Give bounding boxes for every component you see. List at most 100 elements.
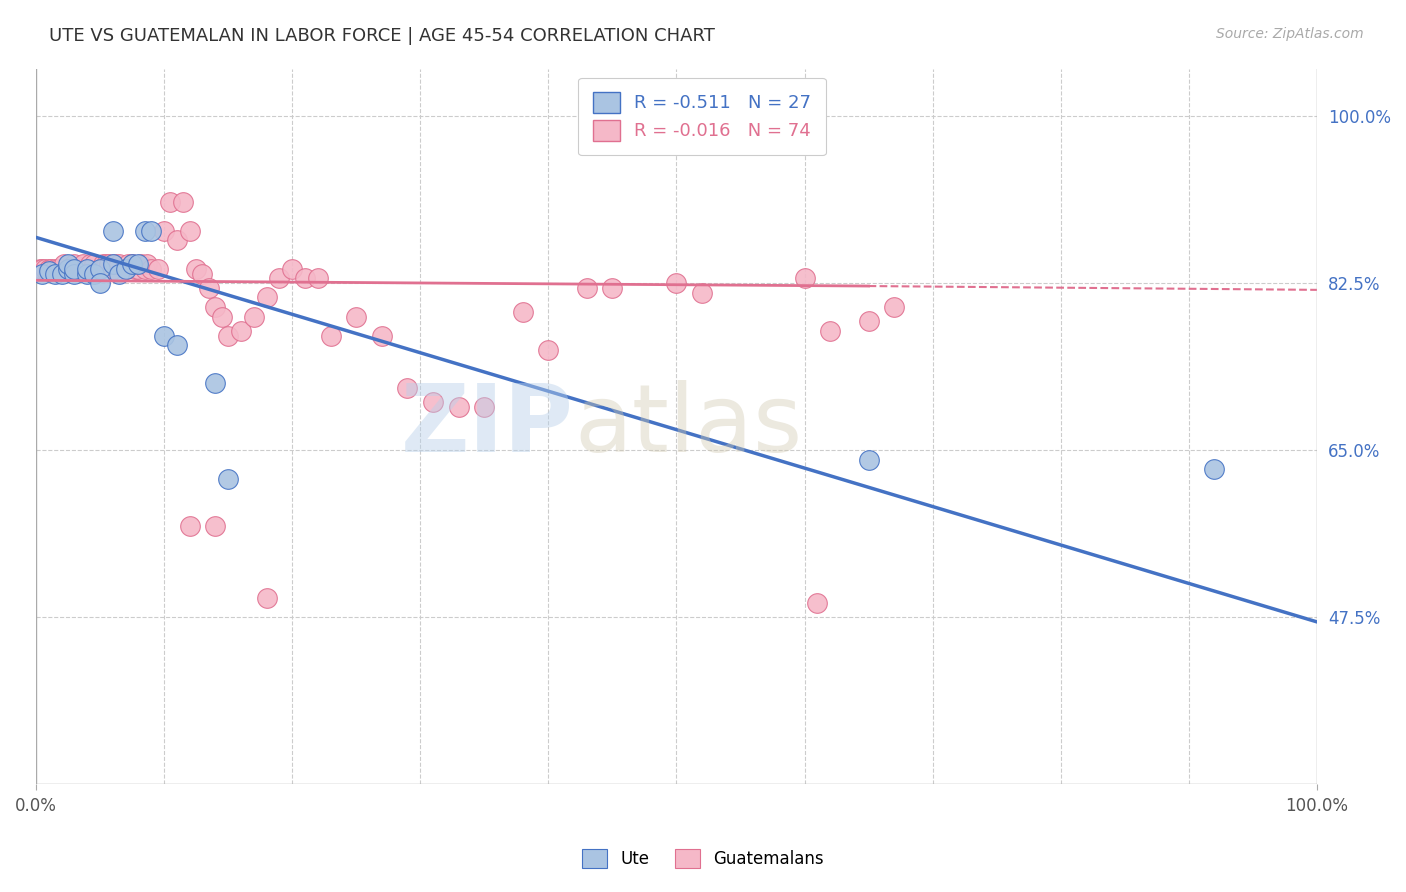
Point xyxy=(53,257,76,271)
Point xyxy=(44,267,66,281)
Point xyxy=(34,261,56,276)
Point xyxy=(294,271,316,285)
Point xyxy=(690,285,713,300)
Point xyxy=(307,271,329,285)
Point xyxy=(211,310,233,324)
Point xyxy=(63,267,86,281)
Point xyxy=(179,519,201,533)
Point xyxy=(447,401,470,415)
Point xyxy=(242,310,264,324)
Point xyxy=(69,261,91,276)
Point xyxy=(28,261,51,276)
Point xyxy=(59,261,82,276)
Point xyxy=(56,261,79,276)
Point xyxy=(172,195,194,210)
Point xyxy=(793,271,815,285)
Point xyxy=(229,324,252,338)
Point xyxy=(166,338,188,352)
Point xyxy=(537,343,560,357)
Point xyxy=(256,591,278,605)
Point xyxy=(179,224,201,238)
Point xyxy=(44,261,66,276)
Legend: Ute, Guatemalans: Ute, Guatemalans xyxy=(575,842,831,875)
Point xyxy=(858,452,880,467)
Point xyxy=(56,257,79,271)
Text: atlas: atlas xyxy=(574,380,803,472)
Point xyxy=(184,261,207,276)
Point xyxy=(31,261,53,276)
Point xyxy=(127,257,149,271)
Point xyxy=(101,257,124,271)
Point xyxy=(89,261,111,276)
Point xyxy=(104,257,127,271)
Point xyxy=(575,281,598,295)
Point xyxy=(198,281,221,295)
Point xyxy=(153,224,176,238)
Point xyxy=(79,257,101,271)
Point xyxy=(51,261,73,276)
Text: Source: ZipAtlas.com: Source: ZipAtlas.com xyxy=(1216,27,1364,41)
Point xyxy=(204,519,226,533)
Point xyxy=(72,257,94,271)
Point xyxy=(818,324,841,338)
Point xyxy=(396,381,419,395)
Point xyxy=(38,261,60,276)
Point xyxy=(121,257,143,271)
Point xyxy=(76,261,98,276)
Point xyxy=(96,257,118,271)
Text: ZIP: ZIP xyxy=(401,380,574,472)
Point xyxy=(63,257,86,271)
Point xyxy=(883,300,905,314)
Point xyxy=(281,261,304,276)
Point xyxy=(134,224,156,238)
Point xyxy=(602,281,624,295)
Point xyxy=(141,261,163,276)
Point xyxy=(101,261,124,276)
Point xyxy=(51,267,73,281)
Point xyxy=(319,328,342,343)
Point xyxy=(146,261,169,276)
Point xyxy=(129,257,152,271)
Point xyxy=(108,257,131,271)
Point xyxy=(269,271,291,285)
Point xyxy=(46,261,69,276)
Point xyxy=(76,261,98,276)
Point xyxy=(89,276,111,290)
Point xyxy=(114,261,136,276)
Point xyxy=(83,257,105,271)
Point xyxy=(166,233,188,247)
Point xyxy=(512,305,534,319)
Point xyxy=(1204,462,1226,476)
Point xyxy=(204,300,226,314)
Point xyxy=(472,401,495,415)
Point xyxy=(665,276,688,290)
Text: UTE VS GUATEMALAN IN LABOR FORCE | AGE 45-54 CORRELATION CHART: UTE VS GUATEMALAN IN LABOR FORCE | AGE 4… xyxy=(49,27,716,45)
Point xyxy=(117,257,139,271)
Point xyxy=(191,267,214,281)
Point xyxy=(39,261,62,276)
Point xyxy=(344,310,367,324)
Point xyxy=(76,267,98,281)
Point xyxy=(217,328,239,343)
Point xyxy=(371,328,394,343)
Point xyxy=(858,314,880,328)
Point xyxy=(97,257,120,271)
Point xyxy=(127,261,149,276)
Point xyxy=(56,261,79,276)
Legend: R = -0.511   N = 27, R = -0.016   N = 74: R = -0.511 N = 27, R = -0.016 N = 74 xyxy=(578,78,825,155)
Point xyxy=(153,328,176,343)
Point xyxy=(101,224,124,238)
Point xyxy=(91,257,114,271)
Point xyxy=(124,261,146,276)
Point xyxy=(217,472,239,486)
Point xyxy=(422,395,444,409)
Point xyxy=(141,224,163,238)
Point xyxy=(63,261,86,276)
Point xyxy=(204,376,226,391)
Point xyxy=(806,596,828,610)
Point xyxy=(134,261,156,276)
Point xyxy=(108,267,131,281)
Point xyxy=(121,257,143,271)
Point xyxy=(31,267,53,281)
Point xyxy=(159,195,181,210)
